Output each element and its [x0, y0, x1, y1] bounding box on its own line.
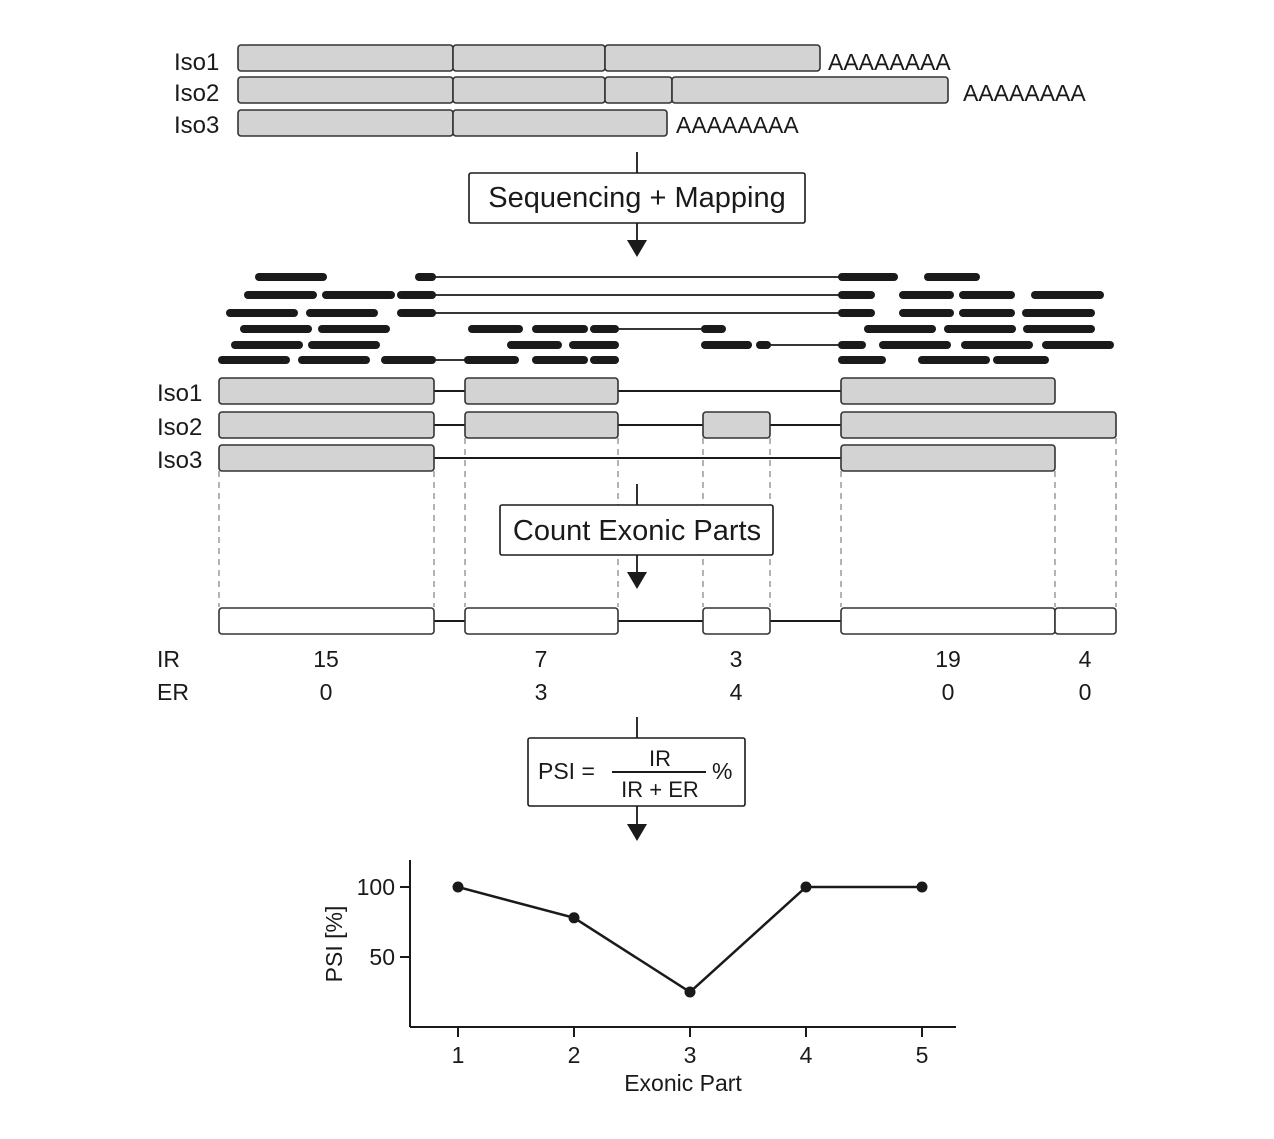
- arrow-down-icon: [627, 240, 647, 257]
- mapped-iso2-exon-4: [840, 411, 1117, 439]
- top-iso1-exon-1: [237, 44, 454, 72]
- y-tick-label: 50: [369, 944, 395, 970]
- data-point: [684, 986, 696, 998]
- ir-value: 7: [535, 646, 548, 672]
- mapped-iso1-exon-3: [840, 377, 1056, 405]
- arrow-down-icon: [627, 572, 647, 589]
- mapped-isoforms: Iso1 Iso2 Iso3: [157, 377, 1117, 474]
- er-value: 4: [730, 679, 743, 705]
- mapped-iso1-exon-2: [464, 377, 619, 405]
- ir-value: 19: [935, 646, 961, 672]
- data-point: [800, 881, 812, 893]
- er-value: 0: [320, 679, 333, 705]
- top-iso2-exon-4: [671, 76, 949, 104]
- er-value: 0: [942, 679, 955, 705]
- x-tick-label: 5: [916, 1042, 929, 1068]
- x-tick-label: 1: [452, 1042, 465, 1068]
- psi-prefix: PSI =: [538, 758, 595, 784]
- x-axis-label: Exonic Part: [624, 1070, 742, 1096]
- psi-numerator: IR: [649, 746, 671, 771]
- mapped-iso2-exon-1: [218, 411, 435, 439]
- ir-label: IR: [157, 646, 180, 672]
- top-iso3-label: Iso3: [174, 112, 219, 139]
- mapped-iso2-exon-3: [702, 411, 771, 439]
- mapped-iso1-exon-1: [218, 377, 435, 405]
- ir-value: 3: [730, 646, 743, 672]
- arrow-down-icon: [627, 824, 647, 841]
- count-step: Count Exonic Parts: [499, 484, 774, 589]
- psi-suffix: %: [712, 758, 732, 784]
- top-iso2-exon-1: [237, 76, 454, 104]
- mapped-iso2-label: Iso2: [157, 414, 202, 441]
- data-point: [916, 881, 928, 893]
- mapped-iso3-exon-2: [840, 444, 1056, 472]
- x-tick-label: 3: [684, 1042, 697, 1068]
- psi-formula-step: PSI = IR IR + ER %: [527, 717, 746, 841]
- exon-boundary-guides: [218, 438, 1117, 607]
- sequencing-label: Sequencing + Mapping: [488, 182, 785, 214]
- er-value: 0: [1079, 679, 1092, 705]
- x-tick-label: 4: [800, 1042, 813, 1068]
- mapped-iso1-label: Iso1: [157, 380, 202, 407]
- top-iso1-exon-3: [604, 44, 821, 72]
- top-iso3-exon-1: [237, 109, 454, 137]
- top-iso2-exon-2: [452, 76, 606, 104]
- exonic-part-3: [702, 607, 771, 635]
- mapped-iso3-label: Iso3: [157, 447, 202, 474]
- sequencing-step: Sequencing + Mapping: [468, 152, 806, 257]
- psi-series-line: [457, 885, 922, 994]
- top-iso3-polya: AAAAAAAA: [676, 112, 799, 138]
- exonic-part-4: [840, 607, 1056, 635]
- exonic-part-2: [464, 607, 619, 635]
- mapped-reads: [218, 273, 1114, 364]
- top-iso1-exon-2: [452, 44, 606, 72]
- data-point: [452, 881, 464, 893]
- psi-denominator: IR + ER: [621, 777, 699, 802]
- mapped-iso2-exon-2: [464, 411, 619, 439]
- top-iso3-exon-2: [452, 109, 668, 137]
- top-iso1-polya: AAAAAAAA: [828, 49, 951, 75]
- exonic-parts: [218, 607, 1117, 635]
- top-iso2-exon-3: [604, 76, 673, 104]
- top-isoforms: Iso1 Iso2 Iso3 AAAAAAAA AAAAAAAA AAAAAAA…: [174, 44, 1086, 139]
- x-tick-label: 2: [568, 1042, 581, 1068]
- er-value: 3: [535, 679, 548, 705]
- er-label: ER: [157, 679, 189, 705]
- y-tick-label: 100: [357, 874, 395, 900]
- ir-value: 15: [313, 646, 339, 672]
- top-iso2-polya: AAAAAAAA: [963, 80, 1086, 106]
- ir-value: 4: [1079, 646, 1092, 672]
- y-axis-label: PSI [%]: [321, 906, 347, 983]
- exonic-part-5: [1054, 607, 1117, 635]
- top-iso2-label: Iso2: [174, 80, 219, 107]
- exonic-part-1: [218, 607, 435, 635]
- psi-line-chart: 50 100 1 2 3 4 5 Exonic Part PSI [%]: [321, 860, 956, 1096]
- data-point: [568, 912, 580, 924]
- count-label: Count Exonic Parts: [513, 515, 761, 547]
- top-iso1-label: Iso1: [174, 49, 219, 76]
- mapped-iso3-exon-1: [218, 444, 435, 472]
- count-table: IR ER 15 7 3 19 4 0 3 4 0 0: [157, 646, 1092, 705]
